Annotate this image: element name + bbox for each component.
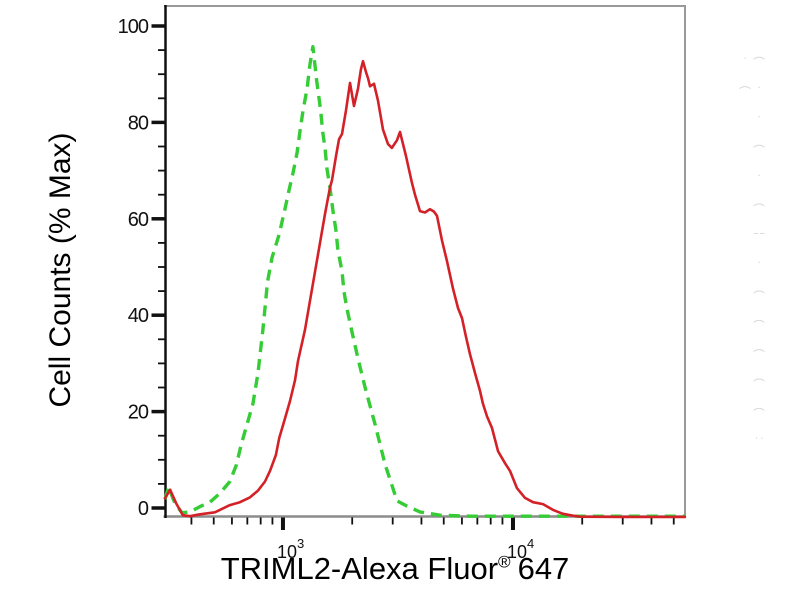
x-axis-title-main: TRIML2-Alexa Fluor [220, 551, 499, 586]
histogram-curves [163, 45, 687, 519]
x-axis-title-suffix: 647 [517, 551, 570, 586]
x-axis-title: TRIML2-Alexa Fluor® 647 [150, 551, 640, 587]
y-tick-label: 100 [118, 16, 149, 38]
axis-ticks [151, 24, 675, 530]
x-tick-mantissa: 10 [507, 542, 527, 562]
x-tick-label: 104 [507, 536, 534, 562]
y-tick-label: 20 [128, 402, 149, 424]
y-tick-label: 0 [138, 498, 149, 520]
green-dashed-curve [163, 45, 685, 518]
plot-frame [163, 5, 686, 518]
y-tick-label: 60 [128, 209, 149, 231]
y-tick-label: 80 [128, 112, 149, 134]
y-tick-label: 40 [128, 305, 149, 327]
x-tick-label: 103 [277, 536, 304, 562]
registered-trademark-symbol: ® [498, 552, 511, 572]
x-tick-exponent: 3 [297, 536, 304, 551]
x-tick-exponent: 4 [527, 536, 534, 551]
y-axis-title: Cell Counts (% Max) [44, 132, 77, 408]
watermark: ( · · ( · ( ¦ · ( ( ( ( ( : · ( [739, 56, 767, 451]
x-tick-mantissa: 10 [277, 542, 297, 562]
red-solid-curve [163, 59, 687, 519]
